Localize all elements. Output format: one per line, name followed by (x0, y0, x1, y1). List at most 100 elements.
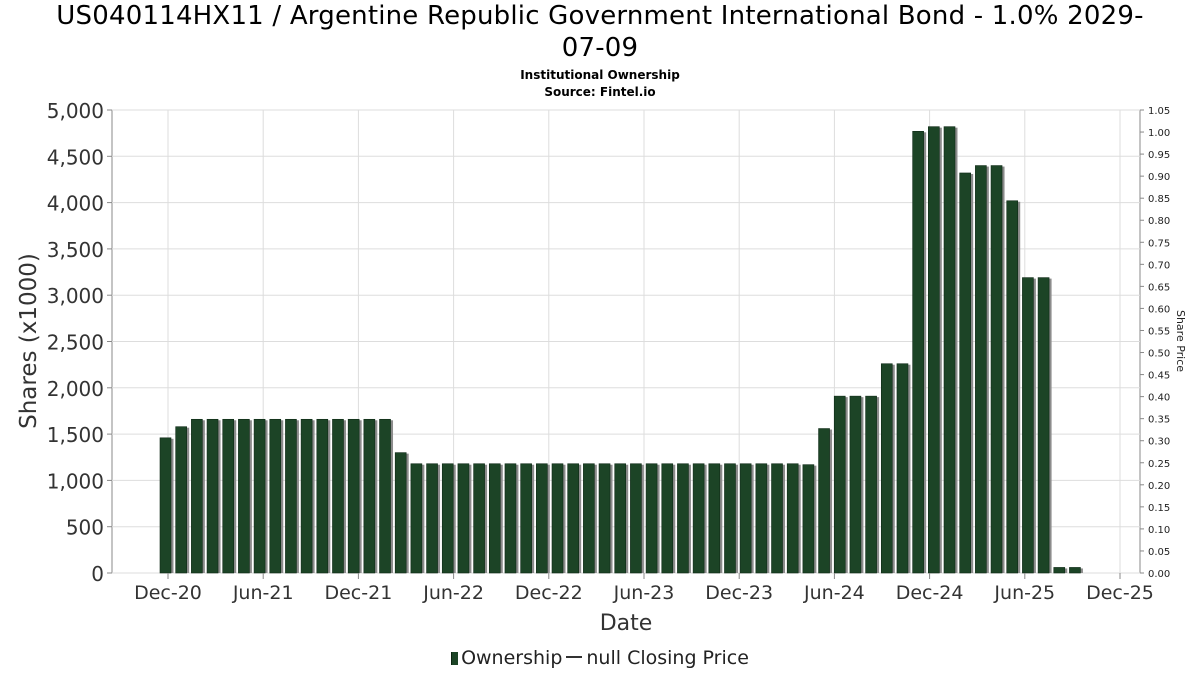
bar (457, 463, 470, 574)
bar (567, 463, 579, 574)
bar (520, 463, 532, 574)
bar (614, 463, 627, 574)
x-tick-label: Dec-24 (896, 582, 964, 604)
bar (1022, 277, 1034, 574)
y2-tick-label: 0.40 (1148, 393, 1170, 404)
bar (598, 463, 611, 574)
y2-tick-label: 0.90 (1148, 172, 1170, 183)
bar (316, 418, 329, 574)
x-tick-label: Jun-25 (993, 582, 1055, 604)
bar (206, 418, 219, 574)
y2-tick-label: 0.35 (1148, 415, 1170, 426)
bar (849, 395, 862, 574)
bar (975, 165, 987, 574)
chart-legend: Ownership null Closing Price (0, 647, 1200, 669)
bar (191, 418, 203, 574)
y2-tick-label: 0.95 (1148, 150, 1170, 161)
bar (394, 452, 407, 574)
x-tick-label: Dec-23 (705, 582, 773, 604)
x-tick-label: Dec-20 (134, 582, 202, 604)
bar (786, 463, 799, 574)
bar (896, 363, 909, 574)
y2-tick-label: 0.70 (1148, 260, 1170, 271)
y2-tick-label: 0.00 (1148, 569, 1170, 580)
bar (1069, 567, 1081, 574)
bar (880, 363, 893, 574)
bar (441, 463, 454, 574)
y2-tick-label: 0.30 (1148, 437, 1170, 448)
bar (551, 463, 564, 574)
bar (990, 165, 1003, 574)
bar (300, 418, 313, 574)
y-tick-label: 1,000 (47, 469, 104, 493)
bar (959, 172, 971, 574)
y2-axis-label: Share Price (1174, 310, 1187, 372)
x-tick-label: Dec-25 (1086, 582, 1154, 604)
bar (583, 463, 595, 574)
ownership-chart: 0 500 1,000 1,500 2,000 2,500 3,000 3,500 4,000 4… (16, 99, 1187, 636)
bar (865, 395, 877, 574)
bar (645, 463, 658, 574)
bar (1006, 200, 1019, 574)
y-tick-label: 4,000 (47, 192, 104, 216)
bar (175, 426, 187, 574)
bar (1037, 277, 1050, 574)
y-tick-label: 3,500 (47, 238, 104, 262)
bar (661, 463, 674, 574)
legend-price-label: null Closing Price (586, 647, 749, 669)
bar (253, 418, 266, 574)
x-tick-label: Jun-22 (422, 582, 484, 604)
bar-series-ownership (159, 126, 1083, 574)
bar (912, 130, 924, 574)
bar (1053, 567, 1066, 574)
y-tick-label: 1,500 (47, 423, 104, 447)
bar (285, 418, 297, 574)
x-tick-label: Jun-24 (803, 582, 865, 604)
bar (708, 463, 721, 574)
legend-price-swatch (566, 656, 583, 658)
x-tick-label: Dec-22 (515, 582, 583, 604)
bar (504, 463, 517, 574)
bar (488, 463, 501, 574)
y-axis-label: Shares (x1000) (16, 253, 42, 429)
bar (943, 126, 956, 574)
y2-tick-label: 0.50 (1148, 349, 1170, 360)
y-tick-label: 5,000 (47, 99, 104, 123)
y-tick-label: 2,500 (47, 331, 104, 355)
bar (410, 463, 423, 574)
bar (238, 418, 250, 574)
y2-tick-label: 0.25 (1148, 459, 1170, 470)
y2-tick-label: 0.05 (1148, 547, 1170, 558)
y-tick-label: 3,000 (47, 284, 104, 308)
bar (630, 463, 642, 574)
bar (222, 418, 235, 574)
bar (677, 463, 689, 574)
bar (818, 428, 830, 574)
bar (739, 463, 752, 574)
x-tick-label: Jun-23 (613, 582, 675, 604)
y2-tick-label: 0.60 (1148, 304, 1170, 315)
chart-source: Source: Fintel.io (544, 85, 656, 99)
bar (755, 463, 768, 574)
y-tick-label: 500 (66, 516, 104, 540)
y2-tick-label: 0.45 (1148, 371, 1170, 382)
bar (802, 464, 815, 574)
bar (159, 437, 172, 574)
x-axis-label: Date (600, 611, 653, 636)
axes: 0 500 1,000 1,500 2,000 2,500 3,000 3,500 4,000 4… (47, 99, 1171, 604)
y2-tick-label: 0.10 (1148, 525, 1170, 536)
bar (928, 126, 940, 574)
y2-tick-label: 0.65 (1148, 282, 1170, 293)
bar (692, 463, 705, 574)
bar (379, 418, 391, 574)
bar (771, 463, 783, 574)
legend-ownership-swatch (451, 652, 459, 665)
y2-tick-label: 0.15 (1148, 503, 1170, 514)
chart-subtitle: Institutional Ownership (520, 68, 680, 82)
bar (473, 463, 485, 574)
x-tick-label: Dec-21 (324, 582, 392, 604)
y2-tick-label: 0.80 (1148, 216, 1170, 227)
chart-title-line-2: 07-09 (561, 33, 639, 63)
bar (426, 463, 438, 574)
chart-title: US040114HX11 / Argentine Republic Govern… (0, 0, 1200, 64)
